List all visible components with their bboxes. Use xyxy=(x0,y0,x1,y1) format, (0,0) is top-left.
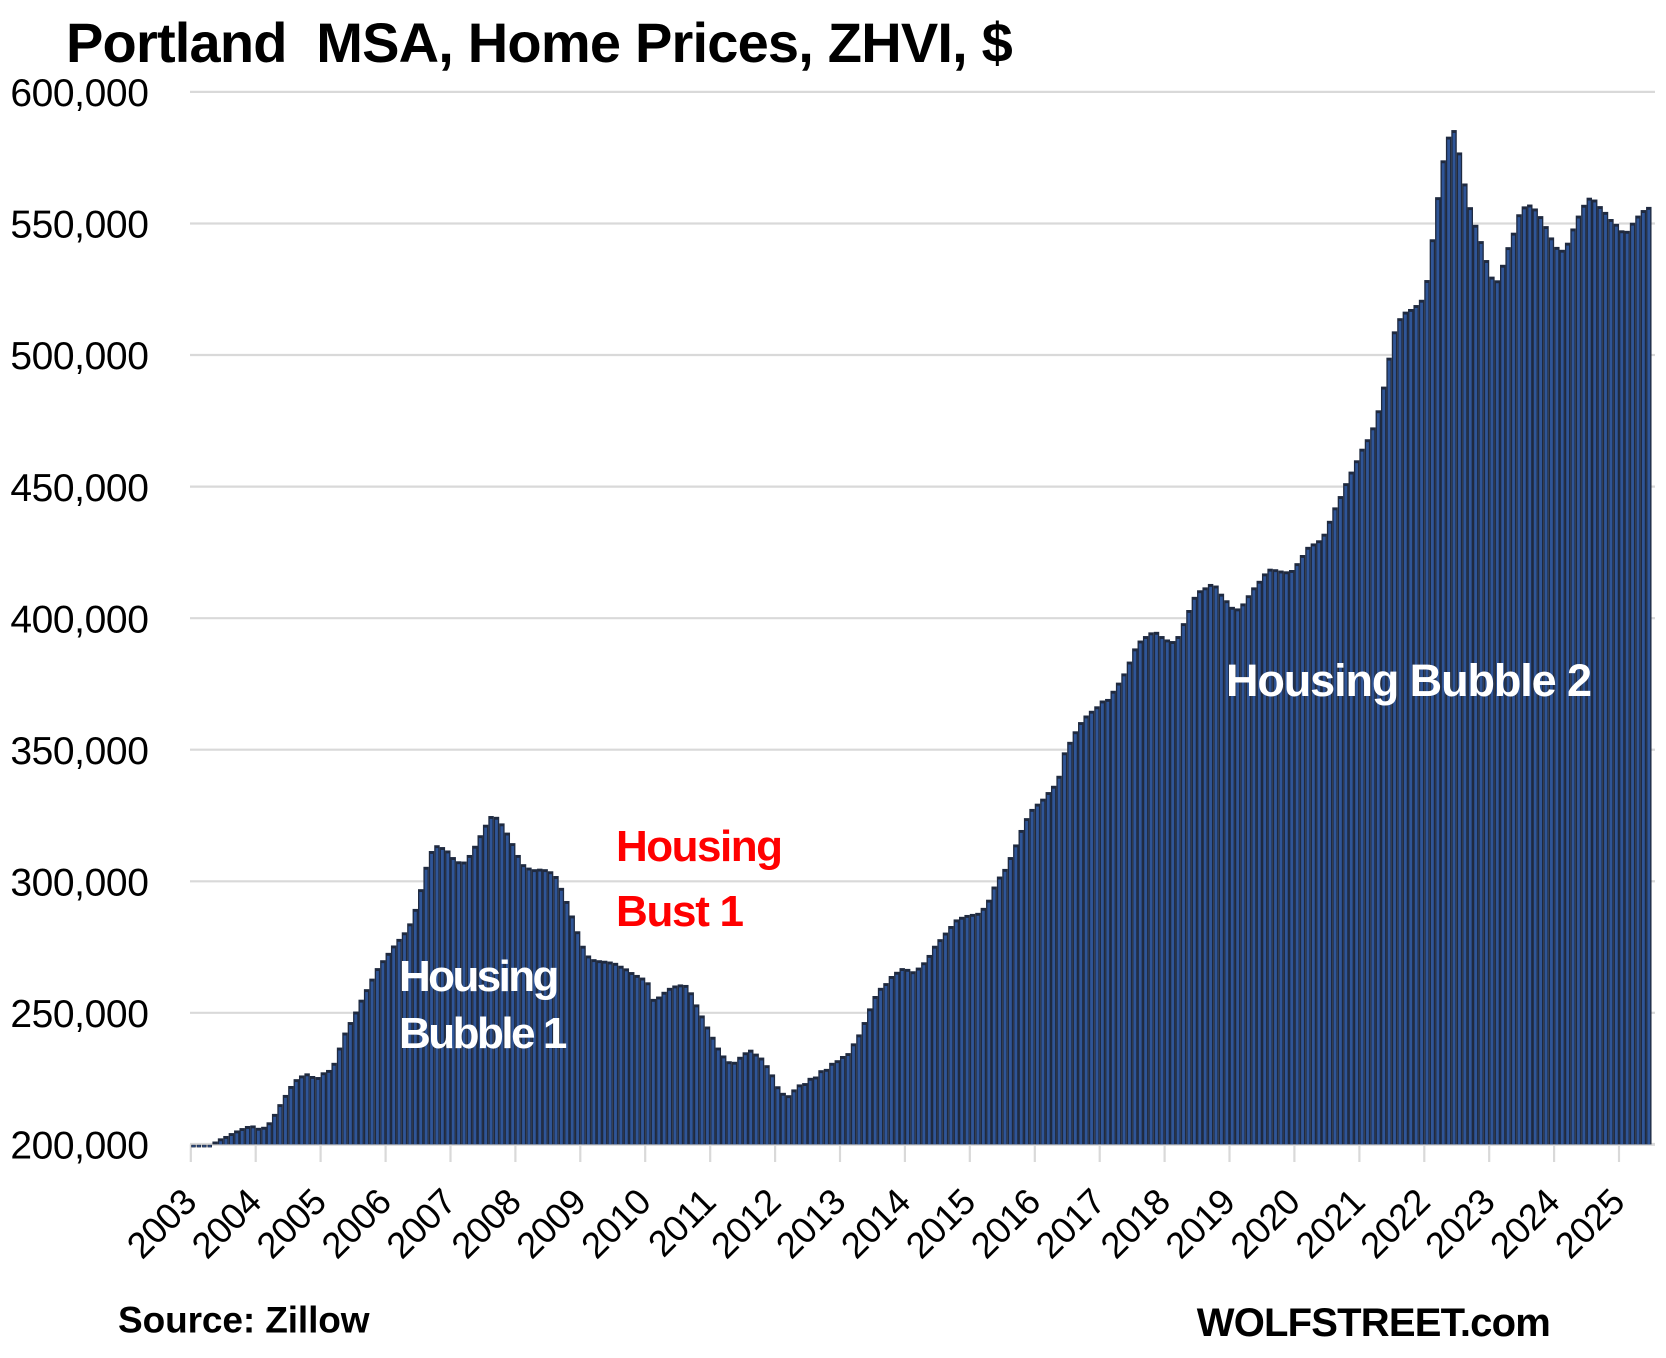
svg-text:2022: 2022 xyxy=(1352,1181,1437,1266)
svg-text:2016: 2016 xyxy=(963,1181,1048,1266)
svg-text:400,000: 400,000 xyxy=(10,598,148,641)
svg-text:250,000: 250,000 xyxy=(10,993,148,1036)
svg-text:2011: 2011 xyxy=(640,1181,723,1264)
svg-text:2013: 2013 xyxy=(768,1181,853,1266)
svg-text:2014: 2014 xyxy=(833,1181,918,1266)
svg-text:2003: 2003 xyxy=(119,1181,204,1266)
svg-text:Portland MSA, Home Prices, ZH: Portland MSA, Home Prices, ZHVI, $ xyxy=(66,11,1013,74)
svg-text:350,000: 350,000 xyxy=(10,730,148,773)
svg-text:Housing Bubble 2: Housing Bubble 2 xyxy=(1226,655,1591,706)
svg-text:Housing: Housing xyxy=(616,822,781,871)
svg-text:2019: 2019 xyxy=(1157,1181,1242,1266)
svg-text:600,000: 600,000 xyxy=(10,72,148,115)
svg-text:300,000: 300,000 xyxy=(10,862,148,905)
svg-text:Source: Zillow: Source: Zillow xyxy=(118,1300,370,1341)
svg-text:2010: 2010 xyxy=(573,1181,658,1266)
svg-text:2008: 2008 xyxy=(443,1181,528,1266)
svg-text:2004: 2004 xyxy=(184,1181,269,1266)
svg-text:2018: 2018 xyxy=(1093,1181,1178,1266)
svg-text:Bubble 1: Bubble 1 xyxy=(399,1009,567,1058)
svg-text:2020: 2020 xyxy=(1222,1181,1307,1266)
svg-text:2005: 2005 xyxy=(249,1181,334,1266)
svg-text:2021: 2021 xyxy=(1287,1181,1372,1266)
svg-text:2017: 2017 xyxy=(1028,1181,1113,1266)
svg-text:2012: 2012 xyxy=(703,1181,788,1266)
svg-text:2024: 2024 xyxy=(1482,1181,1567,1266)
svg-text:2007: 2007 xyxy=(378,1181,463,1266)
svg-text:200,000: 200,000 xyxy=(10,1125,148,1168)
svg-text:550,000: 550,000 xyxy=(10,204,148,247)
svg-text:WOLFSTREET.com: WOLFSTREET.com xyxy=(1197,1301,1550,1345)
svg-text:2006: 2006 xyxy=(314,1181,399,1266)
svg-text:500,000: 500,000 xyxy=(10,335,148,378)
svg-text:Housing: Housing xyxy=(399,952,557,1001)
svg-text:2009: 2009 xyxy=(508,1181,593,1266)
svg-text:Bust 1: Bust 1 xyxy=(616,887,744,936)
svg-text:2023: 2023 xyxy=(1417,1181,1502,1266)
svg-text:450,000: 450,000 xyxy=(10,467,148,510)
svg-text:2025: 2025 xyxy=(1547,1181,1632,1266)
svg-text:2015: 2015 xyxy=(898,1181,983,1266)
